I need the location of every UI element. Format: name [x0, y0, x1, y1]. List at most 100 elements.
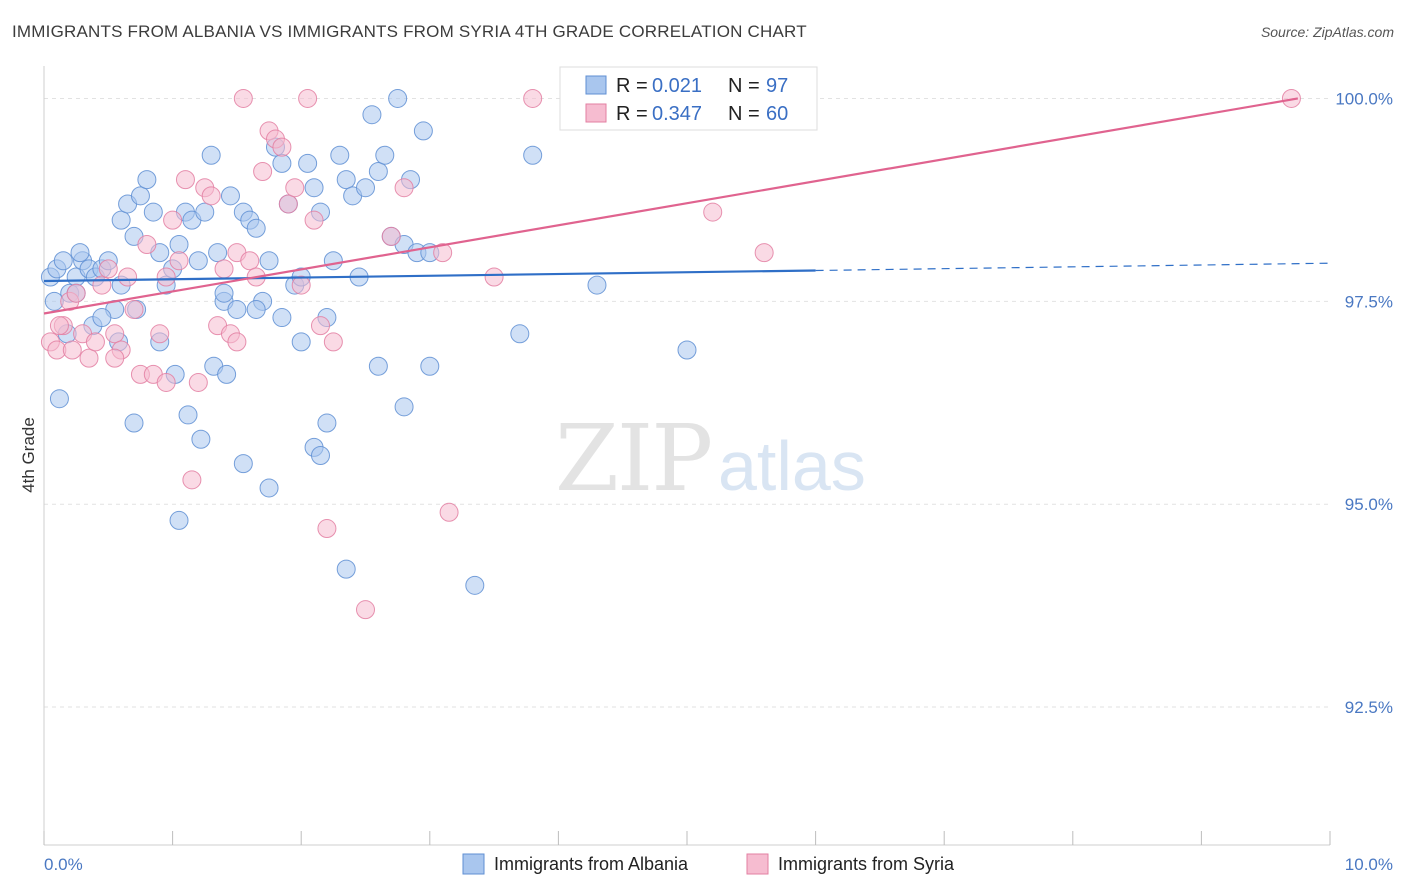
- albania-point-78: [317, 413, 337, 433]
- syria-point-55: [49, 316, 69, 336]
- albania-point-69: [191, 429, 211, 449]
- syria-point-40: [298, 88, 318, 108]
- albania-point-51: [368, 161, 388, 181]
- syria-point-6: [79, 348, 99, 368]
- legend-albania-r-label: R =: [616, 75, 648, 97]
- watermark: ZIP atlas: [555, 405, 866, 512]
- syria-point-53: [754, 243, 774, 263]
- y-axis-label: 4th Grade: [19, 417, 38, 493]
- syria-point-46: [381, 226, 401, 246]
- legend-bottom: Immigrants from Albania Immigrants from …: [462, 853, 955, 875]
- axes: [43, 66, 1331, 846]
- albania-point-84: [510, 324, 530, 344]
- legend-syria-r-value: 0.347: [652, 103, 702, 125]
- albania-point-20: [169, 235, 189, 255]
- syria-point-48: [433, 243, 453, 263]
- albania-point-83: [465, 575, 485, 595]
- albania-point-44: [323, 251, 343, 271]
- syria-point-39: [291, 275, 311, 295]
- watermark-atlas: atlas: [718, 427, 866, 505]
- syria-point-10: [105, 324, 125, 344]
- y-tick-label-2: 95.0%: [1345, 495, 1393, 514]
- x-tick-label-0: 0.0%: [44, 855, 83, 874]
- albania-point-32: [246, 218, 266, 238]
- legend-syria-swatch: [585, 103, 607, 123]
- syria-point-19: [163, 210, 183, 230]
- legend-albania-n-value: 97: [766, 75, 788, 97]
- legend-bottom-syria-label: Immigrants from Syria: [778, 854, 955, 874]
- legend-bottom-syria-swatch: [746, 853, 769, 875]
- albania-point-25: [201, 145, 221, 165]
- syria-point-7: [85, 332, 105, 352]
- y-tick-label-3: 92.5%: [1345, 698, 1393, 717]
- albania-point-94: [92, 308, 112, 328]
- albania-point-34: [259, 251, 279, 271]
- syria-point-47: [394, 178, 414, 198]
- legend-syria-r-label: R =: [616, 103, 648, 125]
- albania-point-92: [310, 446, 330, 465]
- syria-point-12: [118, 267, 138, 287]
- legend-top: R = 0.021 N = 97 R = 0.347 N = 60: [559, 66, 818, 131]
- syria-point-23: [188, 372, 208, 392]
- syria-point-45: [356, 600, 375, 620]
- syria-point-13: [124, 299, 144, 319]
- syria-point-9: [98, 259, 118, 279]
- x-tick-label-1: 10.0%: [1345, 855, 1393, 874]
- albania-point-81: [394, 397, 414, 417]
- syria-point-59: [227, 332, 247, 352]
- y-tick-label-0: 100.0%: [1335, 89, 1393, 108]
- albania-point-23: [188, 251, 208, 271]
- syria-point-51: [523, 88, 543, 108]
- syria-point-36: [272, 137, 292, 157]
- syria-point-43: [317, 519, 337, 539]
- syria-point-31: [240, 251, 260, 271]
- albania-trendline-0: [43, 269, 816, 283]
- syria-point-33: [253, 161, 273, 181]
- syria-point-57: [105, 348, 125, 368]
- syria-point-18: [156, 267, 176, 287]
- albania-point-79: [336, 559, 356, 579]
- albania-point-73: [246, 299, 266, 319]
- legend-albania-swatch: [585, 75, 607, 95]
- albania-point-80: [368, 356, 388, 376]
- syria-point-27: [214, 259, 234, 279]
- syria-point-38: [285, 178, 305, 198]
- albania-point-29: [227, 299, 247, 319]
- albania-point-14: [130, 186, 150, 206]
- albania-point-68: [178, 405, 198, 425]
- albania-point-89: [49, 389, 69, 409]
- legend-albania-n-label: N =: [728, 75, 760, 97]
- syria-point-20: [169, 251, 189, 271]
- syria-point-56: [62, 340, 82, 360]
- albania-point-36: [272, 153, 292, 173]
- albania-point-76: [291, 332, 311, 352]
- albania-point-74: [259, 478, 279, 498]
- albania-point-54: [388, 88, 408, 108]
- albania-point-41: [304, 178, 324, 198]
- syria-point-15: [137, 235, 157, 255]
- syria-point-17: [150, 324, 170, 344]
- legend-albania-r-value: 0.021: [652, 75, 702, 97]
- chart-source: Source: ZipAtlas.com: [1260, 24, 1394, 40]
- albania-point-24: [195, 202, 215, 222]
- syria-point-58: [156, 372, 176, 392]
- tick-labels: 100.0% 97.5% 95.0% 92.5% 0.0% 10.0%: [44, 89, 1393, 874]
- syria-point-21: [175, 170, 195, 190]
- albania-point-15: [137, 170, 157, 190]
- albania-point-82: [420, 356, 440, 376]
- syria-trendline-2: [43, 97, 1299, 315]
- albania-point-93: [214, 283, 234, 303]
- legend-bottom-albania-label: Immigrants from Albania: [494, 854, 689, 874]
- albania-point-45: [330, 145, 350, 165]
- watermark-zip: ZIP: [555, 405, 711, 512]
- albania-point-40: [298, 153, 318, 173]
- chart-title: IMMIGRANTS FROM ALBANIA VS IMMIGRANTS FR…: [12, 22, 807, 41]
- syria-point-49: [439, 502, 459, 522]
- syria-point-41: [304, 210, 324, 230]
- albania-point-50: [362, 105, 382, 125]
- albania-point-52: [375, 145, 395, 165]
- albania-point-62: [70, 243, 90, 263]
- syria-point-42: [310, 316, 330, 336]
- legend-syria-n-label: N =: [728, 103, 760, 125]
